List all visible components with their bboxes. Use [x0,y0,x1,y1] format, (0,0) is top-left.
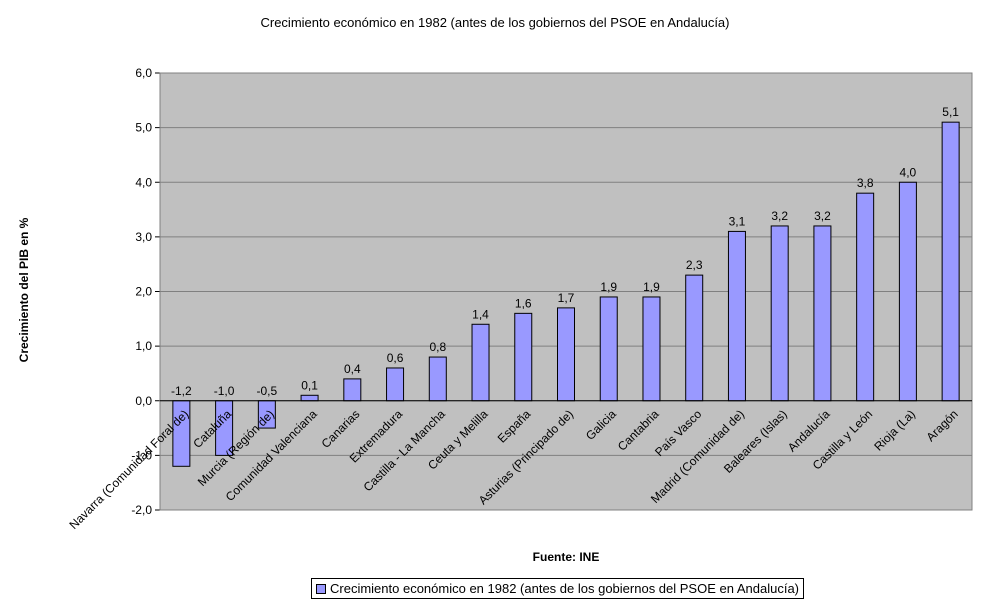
legend-swatch [316,583,326,594]
data-label: -1,2 [171,384,192,398]
y-tick-label: 2,0 [135,285,152,299]
data-label: 0,8 [429,340,446,354]
bar [428,356,447,402]
y-tick-label: 4,0 [135,175,152,189]
bars [172,121,960,467]
bar [300,394,319,402]
legend: Crecimiento económico en 1982 (antes de … [311,578,805,599]
bar [727,230,746,402]
data-label: 1,9 [643,280,660,294]
data-label: 3,8 [857,176,874,190]
data-label: 4,0 [900,165,917,179]
bar [514,312,533,402]
bar [856,192,875,402]
bar [770,225,789,402]
bar [343,378,362,402]
y-tick-label: 6,0 [135,66,152,80]
data-label: 3,2 [771,209,788,223]
plot-border [159,72,973,511]
data-label: 1,7 [558,291,575,305]
data-label: -1,0 [214,384,235,398]
y-tick-label: -1,0 [131,448,152,462]
bar [386,367,405,402]
data-label: 0,6 [387,351,404,365]
bar [642,296,661,402]
bar [941,121,960,402]
y-tick-label: 5,0 [135,121,152,135]
legend-label: Crecimiento económico en 1982 (antes de … [330,581,800,596]
data-label: 2,3 [686,258,703,272]
data-label: -0,5 [256,384,277,398]
bar [471,323,490,402]
bar [599,296,618,402]
bar [685,274,704,402]
data-label: 0,1 [301,378,318,392]
y-tick-labels: 6,0 5,0 4,0 3,0 2,0 1,0 0,0 -1,0 -2,0 [131,66,152,517]
axes [155,72,973,511]
y-tick-label: -2,0 [131,503,152,517]
data-label: 5,1 [942,105,959,119]
chart-title: Crecimiento económico en 1982 (antes de … [260,15,730,30]
data-label: 1,6 [515,296,532,310]
data-label: 0,4 [344,362,361,376]
bar [898,181,917,402]
data-labels: -1,2 -1,0 -0,5 0,1 0,4 0,6 0,8 1,4 1,6 1,7 1,9 1,9 2… [171,105,959,398]
y-tick-label: 0,0 [135,394,152,408]
x-axis-label: Fuente: INE [532,550,600,564]
bar [557,307,575,402]
y-tick-label: 1,0 [135,339,152,353]
data-label: 3,1 [729,214,746,228]
data-label: 1,9 [600,280,617,294]
data-label: 1,4 [472,307,489,321]
y-tick-label: 3,0 [135,230,152,244]
y-axis-label: Crecimiento del PIB en % [17,217,31,363]
data-label: 3,2 [814,209,831,223]
bar [813,225,832,402]
